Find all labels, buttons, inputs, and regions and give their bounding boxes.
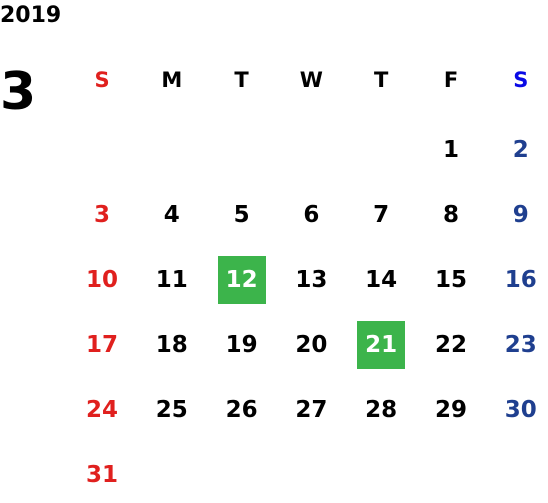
day: 15: [434, 267, 467, 293]
weekday-header: T: [374, 68, 389, 92]
day: 25: [155, 397, 188, 423]
day: 18: [155, 332, 188, 358]
day: 24: [85, 397, 118, 423]
day: 27: [295, 397, 328, 423]
day: 1: [442, 137, 459, 163]
day: 20: [295, 332, 328, 358]
day: 28: [365, 397, 398, 423]
highlighted-day: 21: [357, 321, 406, 369]
day: 26: [225, 397, 258, 423]
weekday-header: W: [299, 68, 323, 92]
day: 19: [225, 332, 258, 358]
day: 9: [512, 202, 529, 228]
day: 30: [504, 397, 537, 423]
day: 11: [155, 267, 188, 293]
day: 10: [85, 267, 118, 293]
day: 6: [303, 202, 320, 228]
day: 8: [442, 202, 459, 228]
day: 16: [504, 267, 537, 293]
month: 3: [0, 62, 37, 122]
day: 29: [434, 397, 467, 423]
weekday-header: S: [513, 68, 529, 92]
weekday-header: F: [443, 68, 459, 92]
year: 2019: [0, 3, 62, 28]
day: 22: [434, 332, 467, 358]
weekday-header: M: [161, 68, 183, 92]
highlighted-day: 12: [217, 256, 266, 304]
day: 4: [163, 202, 180, 228]
day: 23: [504, 332, 537, 358]
day: 31: [85, 462, 118, 488]
day: 17: [85, 332, 118, 358]
day: 3: [93, 202, 110, 228]
weekday-header: S: [94, 68, 110, 92]
day: 2: [512, 137, 529, 163]
weekday-header: T: [234, 68, 249, 92]
day: 14: [365, 267, 398, 293]
day: 5: [233, 202, 250, 228]
day: 13: [295, 267, 328, 293]
day: 7: [373, 202, 390, 228]
